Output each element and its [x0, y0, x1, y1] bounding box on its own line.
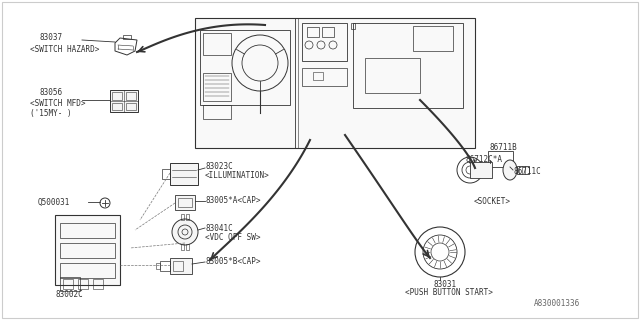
Bar: [93, 279, 103, 289]
Text: 83023C: 83023C: [205, 162, 233, 171]
Text: <SWITCH HAZARD>: <SWITCH HAZARD>: [30, 45, 99, 54]
Bar: [470, 162, 492, 178]
Bar: [203, 73, 231, 101]
Text: Q500031: Q500031: [38, 198, 70, 207]
Text: A830001336: A830001336: [534, 299, 580, 308]
Bar: [162, 169, 170, 179]
Bar: [488, 151, 513, 167]
Bar: [126, 103, 136, 110]
Text: 83056: 83056: [40, 88, 63, 97]
Bar: [175, 195, 195, 210]
Text: <SOCKET>: <SOCKET>: [474, 197, 511, 206]
Bar: [186, 244, 189, 250]
Bar: [160, 261, 170, 271]
Text: 86711B: 86711B: [490, 143, 518, 152]
Bar: [302, 23, 347, 61]
Text: 83005*A<CAP>: 83005*A<CAP>: [205, 196, 260, 205]
Bar: [55, 215, 120, 285]
Bar: [110, 90, 138, 112]
Bar: [351, 23, 355, 29]
Bar: [173, 261, 183, 271]
Text: 83037: 83037: [40, 33, 63, 42]
Bar: [112, 92, 122, 100]
Text: <PUSH BUTTON START>: <PUSH BUTTON START>: [405, 288, 493, 297]
Bar: [353, 23, 463, 108]
Bar: [63, 279, 73, 289]
Bar: [170, 163, 198, 185]
Bar: [178, 198, 192, 207]
Bar: [60, 223, 115, 238]
Bar: [112, 103, 122, 110]
Bar: [181, 214, 184, 220]
Bar: [170, 258, 192, 274]
Text: 86712C*A: 86712C*A: [465, 155, 502, 164]
Bar: [60, 243, 115, 258]
Bar: [413, 26, 453, 51]
Text: ('15MY- ): ('15MY- ): [30, 109, 72, 118]
Bar: [322, 27, 334, 37]
Bar: [126, 92, 136, 100]
Bar: [313, 72, 323, 80]
Bar: [517, 166, 529, 174]
Bar: [195, 18, 475, 148]
Ellipse shape: [503, 160, 517, 180]
Bar: [78, 279, 88, 289]
Bar: [200, 30, 290, 105]
Text: <SWITCH MFD>: <SWITCH MFD>: [30, 99, 86, 108]
Bar: [60, 263, 115, 278]
Bar: [302, 68, 347, 86]
Text: 83002C: 83002C: [55, 290, 83, 299]
Bar: [60, 277, 80, 291]
Bar: [203, 33, 231, 55]
Bar: [156, 263, 160, 269]
Text: 86711C: 86711C: [513, 167, 541, 176]
Bar: [186, 214, 189, 220]
Bar: [123, 35, 131, 39]
Text: <ILLUMINATION>: <ILLUMINATION>: [205, 171, 269, 180]
Bar: [203, 105, 231, 119]
Circle shape: [172, 219, 198, 245]
Text: 83031: 83031: [433, 280, 456, 289]
Text: 83041C: 83041C: [205, 224, 233, 233]
Text: <VDC OFF SW>: <VDC OFF SW>: [205, 233, 260, 242]
Bar: [181, 244, 184, 250]
Bar: [365, 58, 420, 93]
Text: 83005*B<CAP>: 83005*B<CAP>: [205, 257, 260, 266]
Bar: [307, 27, 319, 37]
